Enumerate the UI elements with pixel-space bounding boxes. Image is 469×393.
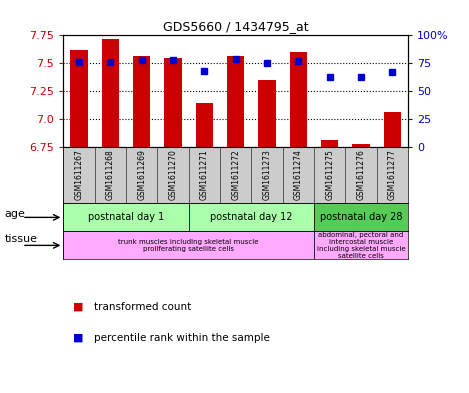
Text: postnatal day 28: postnatal day 28: [320, 212, 402, 222]
Text: GSM1611271: GSM1611271: [200, 149, 209, 200]
Text: GSM1611268: GSM1611268: [106, 149, 115, 200]
Text: GSM1611270: GSM1611270: [168, 149, 177, 200]
Text: postnatal day 1: postnatal day 1: [88, 212, 164, 222]
Bar: [63, 204, 189, 231]
Text: tissue: tissue: [5, 234, 38, 244]
Text: percentile rank within the sample: percentile rank within the sample: [94, 333, 270, 343]
Text: ■: ■: [73, 301, 83, 312]
Bar: [63, 231, 314, 259]
Text: GSM1611276: GSM1611276: [356, 149, 365, 200]
Text: GSM1611274: GSM1611274: [294, 149, 303, 200]
Text: ■: ■: [73, 333, 83, 343]
Text: transformed count: transformed count: [94, 301, 191, 312]
Bar: [196, 103, 213, 147]
Text: GSM1611277: GSM1611277: [388, 149, 397, 200]
Bar: [384, 112, 401, 147]
Text: age: age: [5, 209, 26, 219]
Bar: [70, 50, 88, 147]
Text: trunk muscles including skeletal muscle
proliferating satellite cells: trunk muscles including skeletal muscle …: [118, 239, 259, 252]
Text: abdominal, pectoral and
intercostal muscle
including skeletal muscle
satellite c: abdominal, pectoral and intercostal musc…: [317, 232, 405, 259]
Text: GSM1611275: GSM1611275: [325, 149, 334, 200]
Bar: [314, 231, 408, 259]
Bar: [133, 55, 150, 147]
Bar: [314, 204, 408, 231]
Title: GDS5660 / 1434795_at: GDS5660 / 1434795_at: [163, 20, 309, 33]
Text: GSM1611272: GSM1611272: [231, 149, 240, 200]
Bar: [321, 140, 338, 147]
Bar: [164, 58, 182, 147]
Bar: [258, 80, 276, 147]
Bar: [290, 52, 307, 147]
Text: postnatal day 12: postnatal day 12: [210, 212, 293, 222]
Bar: [102, 39, 119, 147]
Text: GSM1611267: GSM1611267: [75, 149, 83, 200]
Text: GSM1611269: GSM1611269: [137, 149, 146, 200]
Bar: [352, 144, 370, 147]
Text: GSM1611273: GSM1611273: [263, 149, 272, 200]
Bar: [227, 55, 244, 147]
Bar: [189, 204, 314, 231]
